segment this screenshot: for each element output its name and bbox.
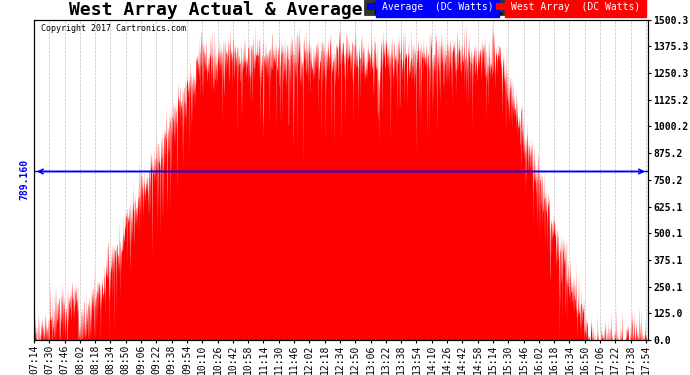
Title: West Array Actual & Average Power Thu Oct 19 18:02: West Array Actual & Average Power Thu Oc… — [69, 2, 613, 20]
Y-axis label: 789.160: 789.160 — [20, 159, 30, 200]
Legend: Average  (DC Watts), West Array  (DC Watts): Average (DC Watts), West Array (DC Watts… — [364, 0, 643, 15]
Text: Copyright 2017 Cartronics.com: Copyright 2017 Cartronics.com — [41, 24, 186, 33]
